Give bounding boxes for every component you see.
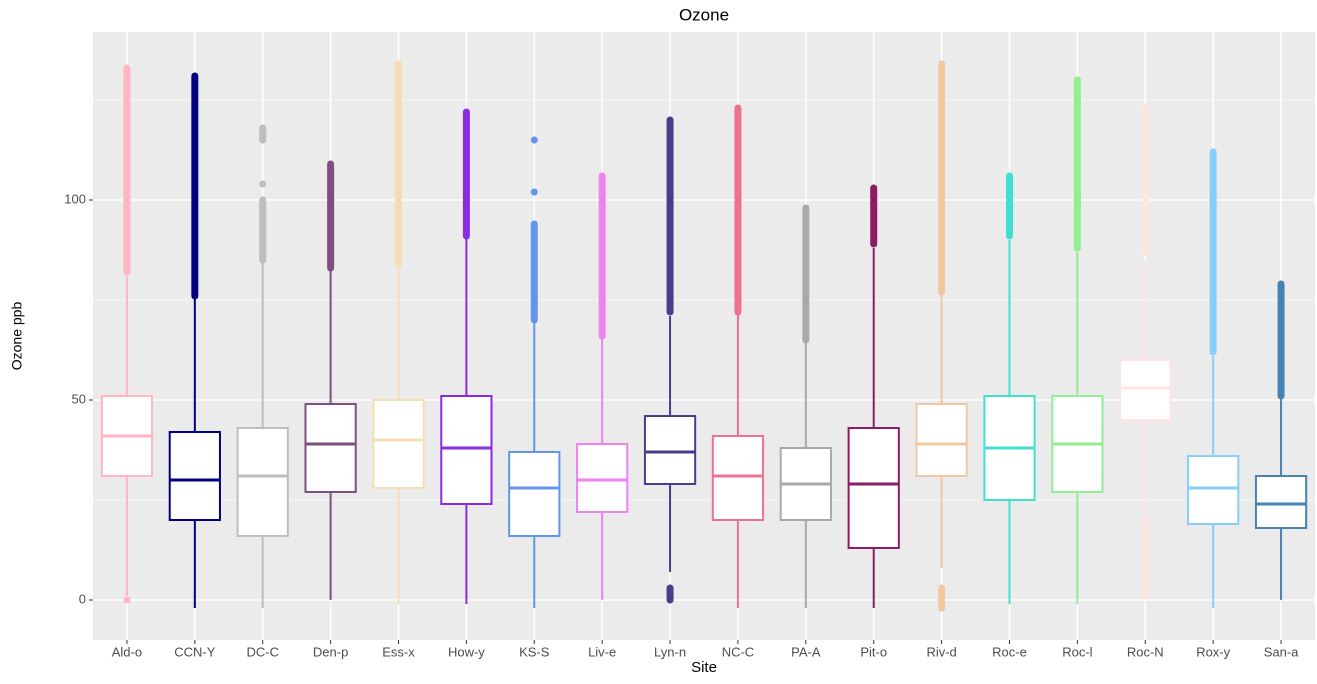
box	[643, 415, 697, 485]
x-tick-label: KS-S	[519, 644, 550, 659]
x-tick-label: CCN-Y	[174, 644, 215, 659]
x-axis-label: Site	[691, 659, 717, 676]
x-tick-label: NC-C	[722, 644, 755, 659]
x-tick-label: Lyn-n	[654, 644, 686, 659]
box	[236, 427, 289, 537]
x-tick-label: Roc-l	[1062, 644, 1092, 659]
box	[576, 443, 629, 513]
x-tick-label: Pit-o	[860, 644, 887, 659]
box	[711, 435, 765, 521]
x-tick-label: Ald-o	[112, 644, 142, 659]
y-tick-label: 0	[79, 591, 86, 606]
box	[508, 451, 561, 537]
box	[1254, 475, 1308, 529]
box	[304, 403, 357, 493]
x-tick-label: Den-p	[313, 644, 348, 659]
x-tick-label: Liv-e	[588, 644, 616, 659]
panel	[93, 32, 1315, 640]
x-tick-label: Roc-e	[992, 644, 1027, 659]
x-tick-label: Ess-x	[382, 644, 415, 659]
box	[372, 399, 425, 489]
y-axis-label: Ozone ppb	[9, 302, 25, 371]
x-tick-label: DC-C	[246, 644, 279, 659]
box	[915, 403, 968, 477]
box	[1119, 359, 1172, 421]
y-tick-label: 50	[72, 391, 86, 406]
x-tick-label: Rox-y	[1196, 644, 1230, 659]
box	[847, 427, 900, 549]
box	[1187, 455, 1240, 525]
y-tick-label: 100	[64, 191, 86, 206]
x-tick-label: PA-A	[791, 644, 821, 659]
box	[168, 431, 221, 521]
chart-title: Ozone	[679, 5, 729, 24]
x-tick-label: Roc-N	[1127, 644, 1164, 659]
x-tick-label: Riv-d	[926, 644, 956, 659]
x-tick-label: How-y	[448, 644, 485, 659]
x-tick-label: San-a	[1264, 644, 1299, 659]
box	[440, 395, 493, 505]
